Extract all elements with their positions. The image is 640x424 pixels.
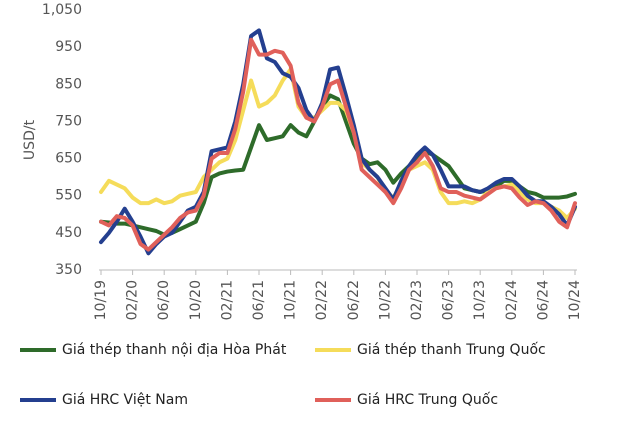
y-tick-label: 650: [55, 151, 82, 167]
y-tick-label: 750: [55, 113, 82, 129]
legend-label: Giá thép thanh Trung Quốc: [357, 341, 546, 358]
y-tick-label: 950: [55, 39, 82, 55]
series-line: [99, 93, 577, 237]
x-tick-label: 10/22: [377, 280, 393, 320]
y-tick-label: 350: [55, 262, 82, 278]
legend-label: Giá HRC Trung Quốc: [357, 391, 498, 408]
series-line: [99, 37, 577, 252]
x-tick-label: 06/23: [441, 280, 457, 320]
y-tick-label: 450: [55, 225, 82, 241]
x-tick-label: 06/22: [346, 280, 362, 320]
x-tick-label: 02/23: [409, 280, 425, 320]
x-tick-label: 10/20: [188, 280, 204, 320]
x-tick-label: 02/24: [504, 280, 520, 320]
x-tick-label: 10/24: [567, 280, 583, 320]
x-tick-label: 10/19: [93, 280, 109, 320]
x-tick-label: 06/20: [156, 280, 172, 320]
y-tick-label: 550: [55, 188, 82, 204]
x-tick-label: 02/20: [125, 280, 141, 320]
series-line: [99, 67, 577, 220]
y-axis-title: USD/t: [22, 119, 38, 160]
series-line: [99, 28, 577, 256]
legend-label: Giá thép thanh nội địa Hòa Phát: [62, 342, 287, 358]
x-tick-label: 06/24: [535, 280, 551, 320]
y-tick-label: 1,050: [42, 2, 82, 18]
x-tick-label: 02/22: [314, 280, 330, 320]
y-tick-label: 850: [55, 76, 82, 92]
x-tick-label: 10/23: [472, 280, 488, 320]
x-tick-label: 10/21: [283, 280, 299, 320]
legend-label: Giá HRC Việt Nam: [62, 392, 188, 408]
x-tick-label: 06/21: [251, 280, 267, 320]
x-tick-label: 02/21: [219, 280, 235, 320]
